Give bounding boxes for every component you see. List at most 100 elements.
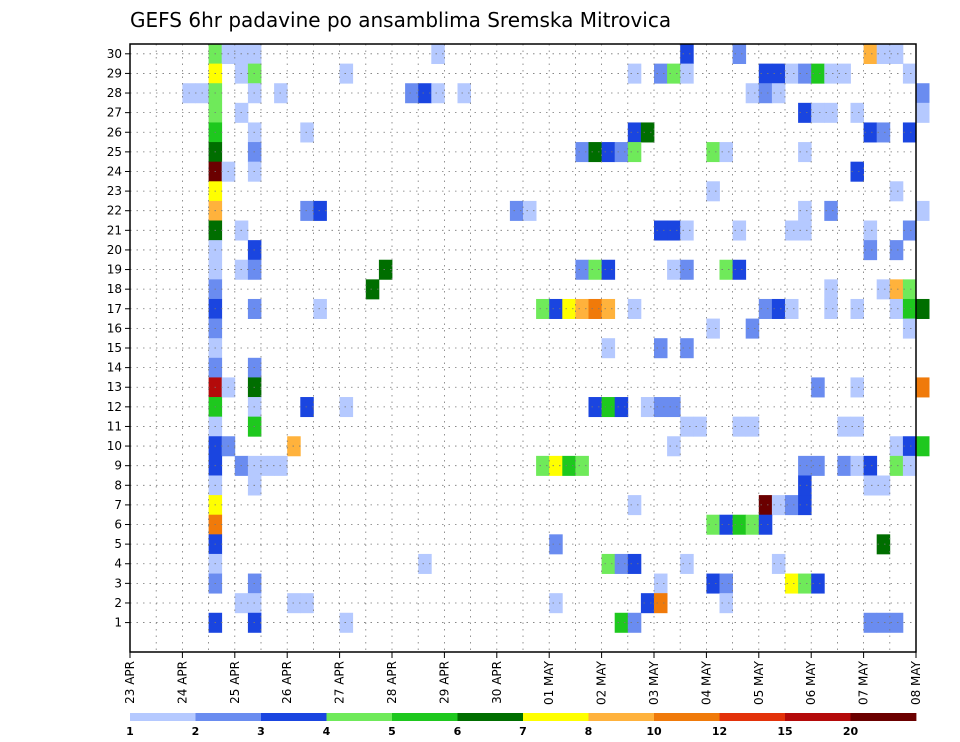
heatmap-cell (654, 573, 668, 594)
y-tick-label: 20 (107, 243, 122, 257)
heatmap-cell (588, 259, 602, 280)
y-tick-label: 19 (107, 263, 122, 277)
heatmap-cell (785, 298, 799, 319)
heatmap-cell (313, 200, 327, 221)
heatmap-cell (902, 220, 917, 241)
heatmap-cell (654, 397, 668, 418)
x-tick-label: 27 APR (333, 661, 347, 704)
heatmap-cell (811, 63, 825, 84)
colorbar-label: 15 (777, 725, 792, 738)
colorbar: 1 2 3 4 5 6 7 8 10 12 15 20 (126, 713, 917, 738)
x-tick-label: 07 MAY (857, 660, 871, 705)
heatmap-cell (680, 63, 694, 84)
heatmap-cell (549, 455, 563, 476)
heatmap-cell (850, 161, 864, 182)
heatmap-cell (562, 298, 576, 319)
heatmap-cell (889, 455, 904, 476)
heatmap-cell (732, 416, 747, 437)
heatmap-cell (758, 63, 773, 84)
heatmap-cell (549, 298, 563, 319)
heatmap-cell (627, 63, 642, 84)
heatmap-cell (889, 298, 904, 319)
heatmap-cell (798, 142, 812, 163)
heatmap-cell (300, 122, 314, 143)
heatmap-cell (745, 318, 760, 339)
heatmap-cell (378, 259, 393, 280)
heatmap-cell (719, 142, 733, 163)
heatmap-cell (863, 612, 878, 633)
heatmap-cell (824, 200, 838, 221)
y-tick-label: 14 (107, 361, 122, 375)
heatmap-cell (601, 259, 616, 280)
heatmap-cell (771, 83, 786, 104)
heatmap-cell (732, 514, 747, 535)
heatmap-cell (523, 200, 537, 221)
heatmap-cell (627, 122, 642, 143)
y-tick-label: 24 (107, 164, 122, 178)
heatmap-cell (916, 102, 930, 123)
heatmap-cell (680, 416, 694, 437)
heatmap-cell (863, 455, 878, 476)
y-tick-label: 15 (107, 341, 122, 355)
heatmap-cell (667, 259, 681, 280)
colorbar-label: 5 (388, 725, 396, 738)
x-axis: 23 APR 24 APR 25 APR 26 APR 27 APR 28 APR 29 A… (123, 652, 923, 705)
colorbar-swatch (195, 713, 262, 721)
y-tick-label: 9 (114, 459, 122, 473)
heatmap-cell (680, 259, 694, 280)
heatmap-cell (680, 338, 694, 359)
y-tick-label: 12 (107, 400, 122, 414)
x-tick-label: 08 MAY (909, 660, 923, 705)
colorbar-swatch (457, 713, 524, 721)
colorbar-swatch (654, 713, 720, 721)
heatmap-cell (902, 436, 917, 457)
heatmap-cell (640, 122, 655, 143)
x-tick-label: 06 MAY (804, 660, 818, 705)
y-tick-label: 6 (114, 518, 122, 532)
y-tick-label: 1 (114, 616, 122, 630)
colorbar-label: 12 (712, 725, 727, 738)
x-tick-label: 26 APR (280, 661, 294, 704)
y-tick-label: 17 (107, 302, 122, 316)
heatmap-cell (575, 455, 589, 476)
heatmap-cell (771, 63, 786, 84)
heatmap-cell (798, 63, 812, 84)
colorbar-swatch (850, 713, 917, 721)
x-tick-label: 25 APR (228, 661, 242, 704)
heatmap-cell (916, 83, 930, 104)
y-tick-label: 22 (107, 204, 122, 218)
y-tick-label: 28 (107, 86, 122, 100)
y-tick-label: 30 (107, 47, 122, 61)
y-tick-label: 18 (107, 282, 122, 296)
heatmap-cell (902, 63, 917, 84)
heatmap-cell (667, 63, 681, 84)
heatmap-cell (758, 83, 773, 104)
x-tick-label: 24 APR (175, 661, 189, 704)
heatmap-cell (758, 514, 773, 535)
heatmap-cell (640, 397, 655, 418)
grid-lines (130, 44, 916, 652)
heatmap-cell (614, 142, 629, 163)
heatmap-cell (627, 553, 642, 574)
heatmap-cell (654, 593, 668, 614)
heatmap-cell (418, 83, 432, 104)
heatmap-cell (667, 397, 681, 418)
y-tick-label: 3 (114, 576, 122, 590)
heatmap-cell (889, 181, 904, 202)
colorbar-label: 4 (323, 725, 331, 738)
heatmap-cell (824, 298, 838, 319)
y-tick-label: 2 (114, 596, 122, 610)
heatmap-cell (798, 455, 812, 476)
x-tick-label: 04 MAY (699, 660, 713, 705)
heatmap-cell (431, 83, 445, 104)
colorbar-label: 10 (646, 725, 662, 738)
heatmap-cell (916, 200, 930, 221)
heatmap-cell (785, 495, 799, 516)
heatmap-cell (824, 63, 838, 84)
heatmap-cell (313, 298, 327, 319)
heatmap-cell (798, 475, 812, 496)
heatmap-cell (575, 298, 589, 319)
heatmap-cell (811, 455, 825, 476)
y-tick-label: 11 (107, 419, 122, 433)
colorbar-swatch (785, 713, 851, 721)
